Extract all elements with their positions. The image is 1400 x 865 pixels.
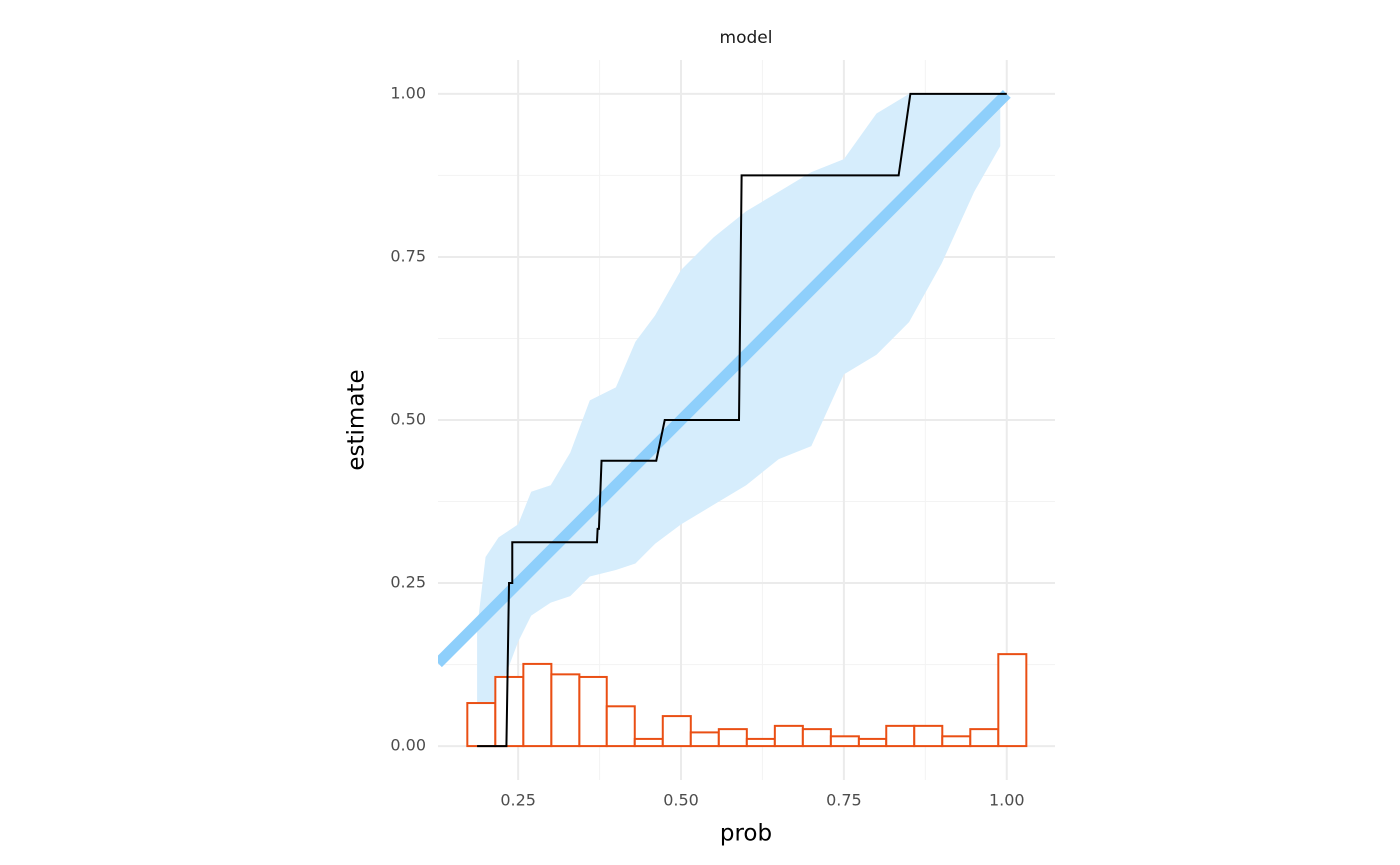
histogram-bar: [773, 724, 804, 748]
y-tick-label: 0.50: [390, 410, 426, 429]
x-tick-label: 1.00: [989, 791, 1025, 810]
histogram-bar: [969, 728, 1000, 748]
x-axis-title: prob: [720, 821, 772, 847]
y-tick-label: 0.00: [390, 736, 426, 755]
y-tick-label: 0.75: [390, 246, 426, 265]
histogram-bar: [605, 705, 636, 748]
histogram-bar: [689, 731, 720, 748]
x-tick-label: 0.75: [826, 791, 862, 810]
histogram-bar: [522, 662, 553, 748]
histogram-bar: [913, 724, 944, 748]
histogram-bar: [578, 675, 608, 748]
histogram-bar: [633, 737, 664, 748]
histogram-bar: [466, 702, 497, 748]
y-tick-label: 0.25: [390, 573, 426, 592]
calibration-line: [477, 92, 1007, 748]
y-tick-label: 1.00: [390, 83, 426, 102]
histogram-bar: [550, 673, 581, 748]
x-tick-label: 0.50: [663, 791, 699, 810]
histogram-bar: [745, 737, 776, 748]
histogram-bar: [717, 728, 748, 748]
x-tick-label: 0.25: [500, 791, 536, 810]
histogram-bar: [494, 675, 525, 748]
reference-line: [438, 90, 1011, 668]
facet-title: model: [720, 28, 773, 48]
histogram-bar: [885, 724, 916, 748]
y-axis-title: estimate: [344, 369, 370, 470]
histogram-bar: [997, 653, 1028, 748]
tick-labels: 0.25 0.50 0.75 1.00 0.00 0.25 0.50 0.75 1.00: [390, 83, 1024, 809]
histogram-bar: [829, 735, 860, 748]
histogram-bar: [661, 715, 692, 748]
histogram-bar: [801, 728, 832, 748]
histogram-bar: [857, 737, 888, 748]
histogram-bar: [941, 735, 972, 748]
plot-area: [438, 90, 1028, 748]
